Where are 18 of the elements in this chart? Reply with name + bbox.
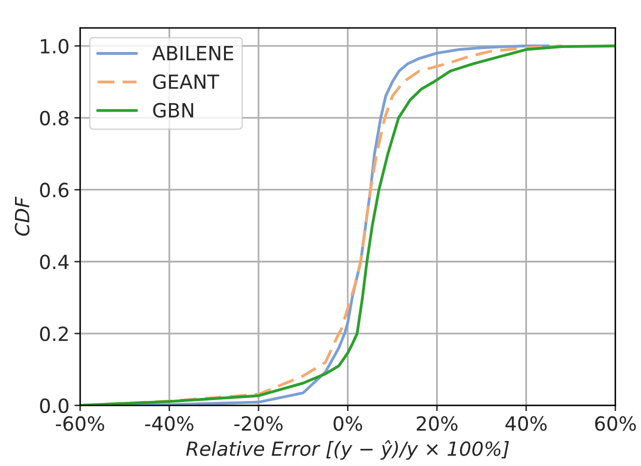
y-axis-title: CDF [14, 196, 30, 236]
y-tick-label: 1.0 [40, 38, 68, 54]
legend-label: GEANT [153, 74, 220, 90]
legend-label: ABILENE [152, 46, 234, 60]
legend-label: GBN [153, 102, 194, 118]
x-tick-label: 40% [505, 416, 547, 431]
x-tick-label: 60% [595, 416, 636, 431]
y-tick-label: 0.8 [40, 110, 68, 126]
x-tick-label: 0% [334, 416, 362, 431]
x-tick-label: 20% [416, 416, 458, 431]
y-tick-label: 0.0 [40, 398, 68, 414]
x-axis-title: Relative Error [(y − ŷ)/y × 100%] [186, 440, 509, 460]
x-tick-label: -40% [145, 416, 194, 431]
y-tick-label: 0.4 [40, 254, 69, 270]
x-tick-label: -60% [56, 416, 104, 431]
y-tick-label: 0.6 [40, 182, 68, 198]
x-tick-label: -20% [234, 416, 283, 431]
y-tick-label: 0.2 [40, 326, 68, 342]
